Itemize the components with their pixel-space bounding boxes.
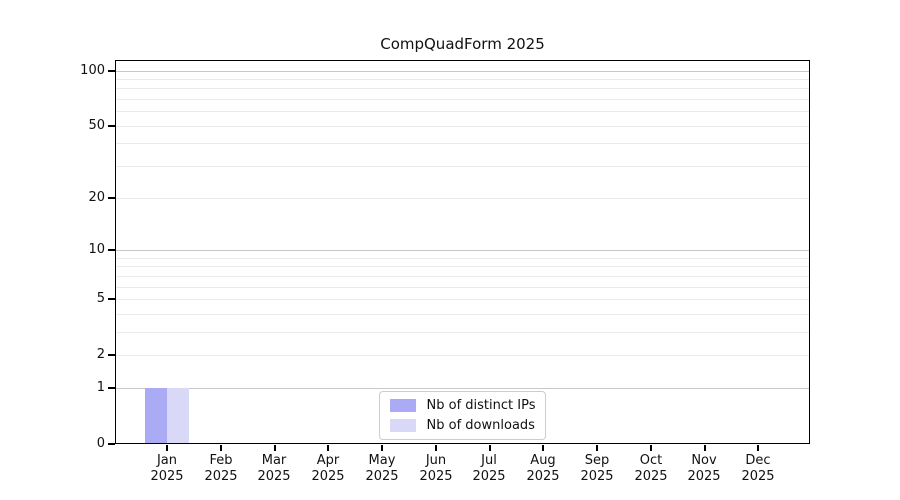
gridline-minor: [116, 143, 809, 144]
y-tick-label: 20: [88, 190, 105, 205]
y-tick: [108, 70, 115, 72]
gridline-minor: [116, 276, 809, 277]
y-tick: [108, 387, 115, 389]
gridline-minor: [116, 126, 809, 127]
x-tick: [166, 445, 168, 451]
gridline-minor: [116, 99, 809, 100]
x-tick: [381, 445, 383, 451]
x-tick-label: Jan 2025: [135, 453, 199, 485]
y-tick-label: 100: [80, 63, 105, 78]
x-tick-label-line: 2025: [419, 469, 453, 484]
gridline-minor: [116, 258, 809, 259]
gridline-minor: [116, 88, 809, 89]
x-tick-label-line: 2025: [687, 469, 721, 484]
x-tick-label: Apr 2025: [296, 453, 360, 485]
gridline-minor: [116, 355, 809, 356]
x-tick-label-line: Jan: [156, 453, 178, 468]
gridline-major: [116, 250, 809, 251]
x-tick-label-line: 2025: [150, 469, 184, 484]
x-tick: [220, 445, 222, 451]
y-tick: [108, 298, 115, 300]
x-tick: [489, 445, 491, 451]
x-tick-label-line: Oct: [639, 453, 663, 468]
gridline-minor: [116, 314, 809, 315]
x-tick-label-line: Apr: [316, 453, 340, 468]
x-tick-label-line: 2025: [257, 469, 291, 484]
x-tick: [435, 445, 437, 451]
gridline-minor: [116, 299, 809, 300]
x-tick-label: Mar 2025: [242, 453, 306, 485]
x-tick: [757, 445, 759, 451]
legend-swatch-downloads: [389, 419, 416, 432]
x-tick: [542, 445, 544, 451]
y-tick-label: 2: [96, 347, 105, 362]
chart-title: CompQuadForm 2025: [380, 35, 545, 53]
gridline-minor: [116, 266, 809, 267]
x-tick-label-line: Jul: [481, 453, 497, 468]
x-tick-label: Nov 2025: [672, 453, 736, 485]
x-tick-label-line: 2025: [634, 469, 668, 484]
y-tick: [108, 197, 115, 199]
x-tick-label-line: Mar: [261, 453, 287, 468]
x-tick-label: May 2025: [350, 453, 414, 485]
x-tick-label: Dec 2025: [726, 453, 790, 485]
x-tick-label-line: Feb: [209, 453, 233, 468]
y-tick: [108, 125, 115, 127]
legend-label: Nb of distinct IPs: [426, 398, 536, 413]
x-tick-label-line: 2025: [204, 469, 238, 484]
x-tick-label-line: Dec: [745, 453, 771, 468]
x-tick-label-line: Nov: [691, 453, 717, 468]
gridline-minor: [116, 111, 809, 112]
x-tick: [596, 445, 598, 451]
x-tick: [274, 445, 276, 451]
y-tick-label: 5: [96, 291, 105, 306]
x-tick-label-line: 2025: [580, 469, 614, 484]
legend-swatch-distinct-ips: [389, 399, 416, 412]
x-tick-label: Jul 2025: [457, 453, 521, 485]
x-tick-label-line: May: [368, 453, 396, 468]
x-tick-label-line: 2025: [741, 469, 775, 484]
x-tick-label-line: 2025: [365, 469, 399, 484]
legend-label: Nb of downloads: [426, 418, 535, 433]
gridline-minor: [116, 166, 809, 167]
legend: Nb of distinct IPs Nb of downloads: [378, 391, 547, 440]
bar-distinct-ips: [145, 388, 167, 443]
x-tick: [704, 445, 706, 451]
legend-row: Nb of downloads: [389, 418, 536, 433]
x-tick-label: Sep 2025: [565, 453, 629, 485]
y-tick-label: 0: [96, 436, 105, 451]
x-tick: [327, 445, 329, 451]
y-tick-label: 1: [96, 380, 105, 395]
x-tick: [650, 445, 652, 451]
x-tick-label: Jun 2025: [404, 453, 468, 485]
x-tick-label: Feb 2025: [189, 453, 253, 485]
bar-downloads: [167, 388, 189, 443]
gridline-major: [116, 71, 809, 72]
x-tick-label-line: Aug: [530, 453, 556, 468]
x-tick-label-line: 2025: [526, 469, 560, 484]
gridline-minor: [116, 79, 809, 80]
gridline-minor: [116, 198, 809, 199]
x-tick-label-line: Sep: [584, 453, 610, 468]
gridline-major: [116, 388, 809, 389]
plot-area: [115, 60, 810, 444]
y-tick-label: 10: [88, 242, 105, 257]
y-tick: [108, 443, 115, 445]
x-tick-label-line: 2025: [311, 469, 345, 484]
y-tick: [108, 354, 115, 356]
x-tick-label: Oct 2025: [619, 453, 683, 485]
x-tick-label: Aug 2025: [511, 453, 575, 485]
x-tick-label-line: 2025: [472, 469, 506, 484]
gridline-minor: [116, 287, 809, 288]
y-tick-label: 50: [88, 118, 105, 133]
y-tick: [108, 249, 115, 251]
legend-row: Nb of distinct IPs: [389, 398, 536, 413]
x-tick-label-line: Jun: [425, 453, 447, 468]
gridline-minor: [116, 332, 809, 333]
